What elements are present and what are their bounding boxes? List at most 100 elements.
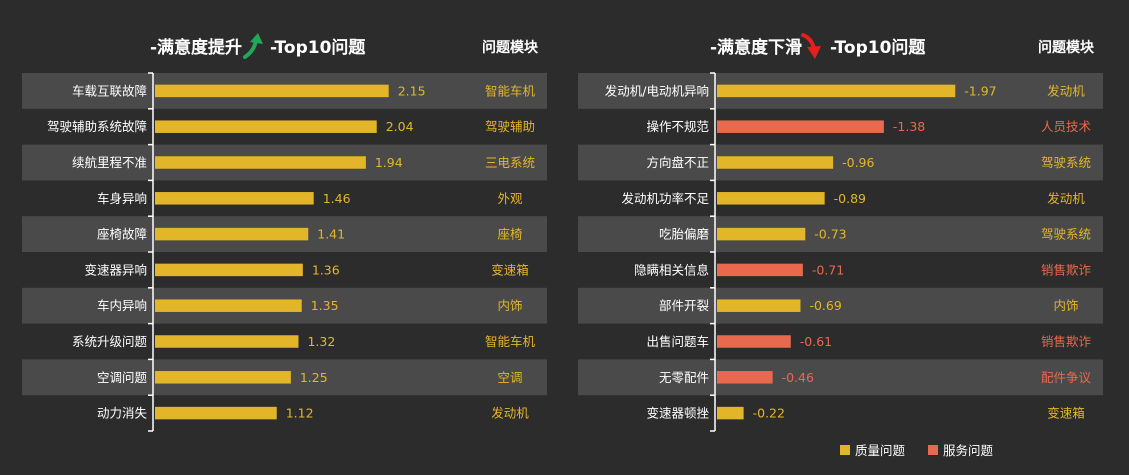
module-label: 变速箱 xyxy=(1047,406,1085,421)
category-label: 空调问题 xyxy=(97,370,148,385)
module-label: 发动机 xyxy=(1047,191,1085,206)
category-label: 操作不规范 xyxy=(646,119,709,134)
data-label: 2.04 xyxy=(386,119,414,134)
bar xyxy=(717,120,884,133)
bar xyxy=(717,263,803,277)
category-label: 系统升级问题 xyxy=(72,334,148,349)
down-arrow-icon xyxy=(801,33,821,59)
up-arrow-head xyxy=(250,33,263,44)
bar xyxy=(155,263,303,277)
category-label: 隐瞒相关信息 xyxy=(634,262,709,277)
module-label: 变速箱 xyxy=(491,262,529,277)
category-label: 座椅故障 xyxy=(97,227,147,242)
data-label: 1.41 xyxy=(317,227,345,242)
bar xyxy=(155,371,291,384)
data-label: 1.94 xyxy=(375,155,403,170)
category-label: 无零配件 xyxy=(659,370,709,385)
bar xyxy=(717,192,825,205)
down-arrow-head xyxy=(807,46,821,59)
module-label: 内饰 xyxy=(1053,298,1078,313)
module-column-header: 问题模块 xyxy=(1038,39,1095,56)
category-label: 发动机功率不足 xyxy=(621,191,709,206)
data-label: -0.89 xyxy=(834,191,866,206)
module-label: 智能车机 xyxy=(485,83,536,98)
data-label: -0.96 xyxy=(842,155,874,170)
bar xyxy=(155,406,277,420)
data-label: 2.15 xyxy=(398,83,426,98)
module-label: 三电系统 xyxy=(485,155,535,170)
row-band xyxy=(578,216,1103,252)
bar xyxy=(717,227,806,241)
bar xyxy=(155,335,299,348)
category-label: 动力消失 xyxy=(97,406,148,421)
data-label: -0.73 xyxy=(814,227,846,242)
module-label: 人员技术 xyxy=(1041,119,1092,134)
module-label: 外观 xyxy=(497,191,523,206)
row-band xyxy=(578,359,1103,396)
category-label: 吃胎偏磨 xyxy=(659,227,710,242)
module-label: 内饰 xyxy=(497,298,522,313)
bar xyxy=(155,299,302,312)
module-label: 配件争议 xyxy=(1041,370,1092,385)
module-label: 智能车机 xyxy=(485,334,536,349)
module-label: 发动机 xyxy=(491,406,529,421)
data-label: -0.22 xyxy=(753,406,785,421)
data-label: -0.46 xyxy=(782,370,814,385)
data-label: -0.69 xyxy=(809,298,841,313)
module-label: 销售欺诈 xyxy=(1041,334,1092,349)
panel-title-suffix: -Top10问题 xyxy=(270,37,366,58)
legend-swatch-service xyxy=(928,445,938,455)
category-label: 变速器顿挫 xyxy=(646,406,709,421)
category-label: 部件开裂 xyxy=(659,298,709,313)
chart-legend: 质量问题 服务问题 xyxy=(840,443,994,458)
bar xyxy=(155,227,309,241)
data-label: 1.12 xyxy=(286,406,314,421)
module-label: 驾驶系统 xyxy=(1041,155,1091,170)
bar xyxy=(717,371,773,384)
data-label: 1.46 xyxy=(323,191,351,206)
up-arrow-icon xyxy=(243,33,263,59)
data-label: -0.71 xyxy=(812,262,844,277)
panel-title-suffix: -Top10问题 xyxy=(830,37,926,58)
legend-swatch-quality xyxy=(840,445,850,455)
module-label: 驾驶系统 xyxy=(1041,227,1091,242)
bar xyxy=(717,299,801,312)
data-label: -1.97 xyxy=(964,83,996,98)
category-label: 变速器异响 xyxy=(84,262,147,277)
category-label: 驾驶辅助系统故障 xyxy=(47,119,147,134)
data-label: 1.36 xyxy=(312,262,340,277)
category-label: 车载互联故障 xyxy=(72,83,147,98)
legend-label-service: 服务问题 xyxy=(943,443,994,458)
data-label: -0.61 xyxy=(800,334,832,349)
bar xyxy=(155,192,314,205)
row-band xyxy=(578,144,1103,181)
bar xyxy=(155,120,377,133)
data-label: -1.38 xyxy=(893,119,925,134)
module-label: 空调 xyxy=(497,370,522,385)
module-label: 驾驶辅助 xyxy=(485,119,535,134)
legend-label-quality: 质量问题 xyxy=(855,443,906,458)
module-label: 销售欺诈 xyxy=(1041,262,1092,277)
bar xyxy=(717,406,744,420)
data-label: 1.25 xyxy=(300,370,328,385)
bar xyxy=(717,335,791,348)
bar xyxy=(717,156,834,169)
category-label: 车身异响 xyxy=(97,191,147,206)
panel-title-prefix: -满意度下滑 xyxy=(710,37,802,58)
module-label: 座椅 xyxy=(497,227,522,242)
module-label: 发动机 xyxy=(1047,83,1085,98)
category-label: 方向盘不正 xyxy=(646,155,709,170)
category-label: 车内异响 xyxy=(97,298,147,313)
category-label: 出售问题车 xyxy=(646,334,709,349)
row-band xyxy=(578,287,1103,324)
module-column-header: 问题模块 xyxy=(482,39,539,56)
data-label: 1.35 xyxy=(311,298,339,313)
bar xyxy=(717,84,956,98)
data-label: 1.32 xyxy=(307,334,335,349)
category-label: 发动机/电动机异响 xyxy=(605,83,709,98)
bar xyxy=(155,84,389,98)
bar xyxy=(155,156,366,169)
